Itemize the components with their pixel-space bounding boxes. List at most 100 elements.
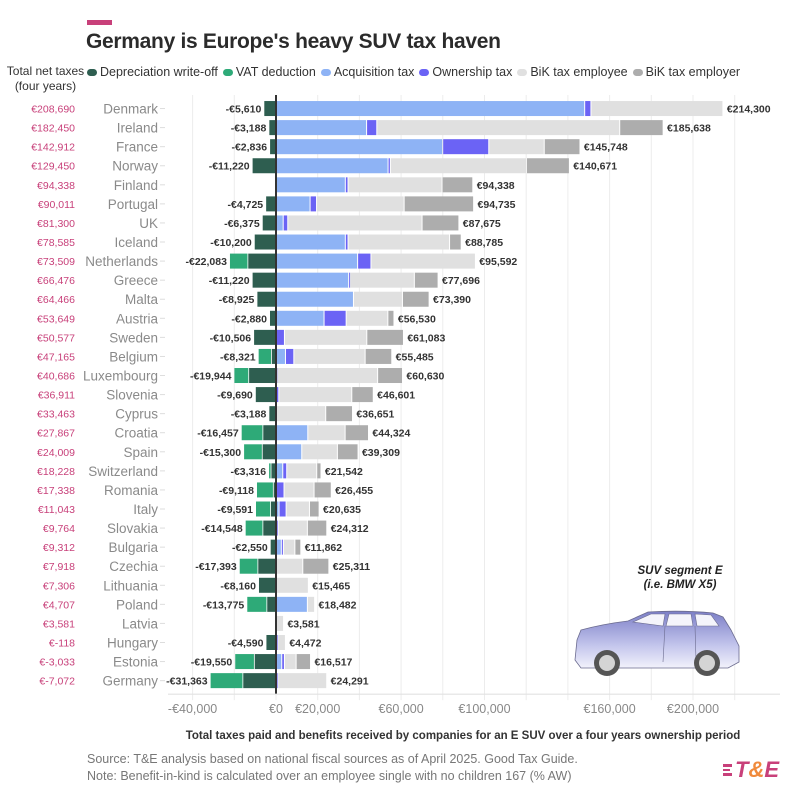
bar-segment-bik-employer[interactable]: [544, 139, 580, 155]
bar-segment-depreciation[interactable]: [271, 348, 276, 364]
bar-segment-bik-employee[interactable]: [308, 425, 345, 441]
bar-segment-acquisition[interactable]: [276, 139, 443, 155]
bar-segment-acquisition[interactable]: [276, 463, 283, 479]
bar-segment-depreciation[interactable]: [258, 577, 276, 593]
bar-segment-bik-employer[interactable]: [307, 520, 327, 536]
bar-segment-vat[interactable]: [247, 596, 267, 612]
bar-segment-depreciation[interactable]: [270, 501, 276, 517]
bar-segment-bik-employer[interactable]: [367, 329, 403, 345]
bar-segment-bik-employer[interactable]: [345, 425, 369, 441]
bar-segment-bik-employee[interactable]: [276, 615, 284, 631]
bar-segment-depreciation[interactable]: [249, 368, 276, 384]
bar-segment-bik-employee[interactable]: [390, 158, 527, 174]
bar-segment-bik-employee[interactable]: [283, 539, 295, 555]
bar-segment-depreciation[interactable]: [254, 329, 276, 345]
bar-segment-depreciation[interactable]: [252, 272, 276, 288]
bar-segment-ownership[interactable]: [443, 139, 489, 155]
bar-segment-ownership[interactable]: [345, 234, 348, 250]
bar-segment-acquisition[interactable]: [276, 539, 281, 555]
bar-segment-bik-employee[interactable]: [284, 329, 367, 345]
bar-segment-acquisition[interactable]: [276, 101, 585, 117]
bar-segment-ownership[interactable]: [345, 177, 348, 193]
bar-segment-bik-employer[interactable]: [422, 215, 459, 231]
bar-segment-bik-employee[interactable]: [276, 577, 308, 593]
bar-segment-vat[interactable]: [269, 463, 271, 479]
bar-segment-ownership[interactable]: [276, 634, 278, 650]
bar-segment-bik-employer[interactable]: [527, 158, 569, 174]
bar-segment-acquisition[interactable]: [276, 310, 324, 326]
bar-segment-bik-employer[interactable]: [295, 539, 301, 555]
bar-segment-acquisition[interactable]: [276, 234, 345, 250]
bar-segment-bik-employee[interactable]: [317, 196, 404, 212]
bar-segment-ownership[interactable]: [285, 348, 294, 364]
bar-segment-depreciation[interactable]: [264, 101, 276, 117]
bar-segment-acquisition[interactable]: [276, 215, 283, 231]
bar-segment-ownership[interactable]: [358, 253, 371, 269]
bar-segment-bik-employee[interactable]: [278, 673, 327, 689]
bar-segment-bik-employee[interactable]: [279, 387, 352, 403]
bar-segment-bik-employee[interactable]: [276, 558, 303, 574]
bar-segment-bik-employee[interactable]: [278, 520, 307, 536]
bar-segment-depreciation[interactable]: [270, 539, 276, 555]
bar-segment-ownership[interactable]: [276, 520, 278, 536]
bar-segment-bik-employer[interactable]: [620, 120, 663, 136]
bar-segment-vat[interactable]: [258, 348, 272, 364]
bar-segment-vat[interactable]: [256, 482, 273, 498]
bar-segment-depreciation[interactable]: [262, 444, 276, 460]
bar-segment-acquisition[interactable]: [276, 177, 345, 193]
bar-segment-vat[interactable]: [245, 520, 263, 536]
bar-segment-bik-employer[interactable]: [414, 272, 438, 288]
bar-segment-bik-employee[interactable]: [302, 444, 337, 460]
bar-segment-bik-employee[interactable]: [286, 501, 309, 517]
bar-segment-depreciation[interactable]: [269, 120, 276, 136]
bar-segment-ownership[interactable]: [283, 215, 288, 231]
bar-segment-depreciation[interactable]: [243, 673, 276, 689]
bar-segment-vat[interactable]: [256, 501, 271, 517]
bar-segment-vat[interactable]: [241, 425, 263, 441]
bar-segment-ownership[interactable]: [276, 387, 279, 403]
bar-segment-depreciation[interactable]: [254, 234, 276, 250]
bar-segment-depreciation[interactable]: [255, 387, 276, 403]
bar-segment-ownership[interactable]: [367, 120, 377, 136]
bar-segment-vat[interactable]: [229, 253, 248, 269]
bar-segment-bik-employer[interactable]: [296, 654, 311, 670]
bar-segment-depreciation[interactable]: [263, 425, 276, 441]
bar-segment-bik-employer[interactable]: [442, 177, 473, 193]
bar-segment-acquisition[interactable]: [276, 348, 285, 364]
bar-segment-acquisition[interactable]: [276, 596, 307, 612]
bar-segment-acquisition[interactable]: [276, 444, 302, 460]
legend-item-depreciation[interactable]: Depreciation write-off: [87, 65, 218, 79]
bar-segment-bik-employer[interactable]: [402, 291, 429, 307]
bar-segment-acquisition[interactable]: [276, 196, 310, 212]
bar-segment-bik-employee[interactable]: [348, 234, 450, 250]
bar-segment-bik-employee[interactable]: [350, 272, 414, 288]
bar-segment-depreciation[interactable]: [269, 406, 276, 422]
bar-segment-vat[interactable]: [235, 654, 254, 670]
bar-segment-vat[interactable]: [210, 673, 243, 689]
bar-segment-ownership[interactable]: [279, 501, 286, 517]
bar-segment-ownership[interactable]: [324, 310, 346, 326]
bar-segment-acquisition[interactable]: [276, 120, 367, 136]
bar-segment-bik-employee[interactable]: [591, 101, 723, 117]
bar-segment-acquisition[interactable]: [276, 501, 279, 517]
bar-segment-depreciation[interactable]: [271, 463, 276, 479]
bar-segment-bik-employee[interactable]: [346, 310, 388, 326]
bar-segment-bik-employee[interactable]: [288, 215, 422, 231]
bar-segment-bik-employee[interactable]: [277, 368, 378, 384]
bar-segment-vat[interactable]: [234, 368, 249, 384]
bar-segment-depreciation[interactable]: [258, 558, 276, 574]
bar-segment-bik-employee[interactable]: [287, 463, 317, 479]
bar-segment-bik-employer[interactable]: [317, 463, 321, 479]
bar-segment-bik-employee[interactable]: [353, 291, 402, 307]
legend-item-vat[interactable]: VAT deduction: [222, 65, 316, 79]
bar-segment-depreciation[interactable]: [262, 215, 276, 231]
bar-segment-bik-employer[interactable]: [365, 348, 392, 364]
bar-segment-bik-employer[interactable]: [404, 196, 474, 212]
bar-segment-depreciation[interactable]: [270, 139, 276, 155]
bar-segment-bik-employer[interactable]: [378, 368, 403, 384]
bar-segment-ownership[interactable]: [585, 101, 591, 117]
bar-segment-acquisition[interactable]: [276, 425, 308, 441]
bar-segment-depreciation[interactable]: [248, 253, 276, 269]
bar-segment-depreciation[interactable]: [257, 291, 276, 307]
bar-segment-bik-employer[interactable]: [303, 558, 329, 574]
